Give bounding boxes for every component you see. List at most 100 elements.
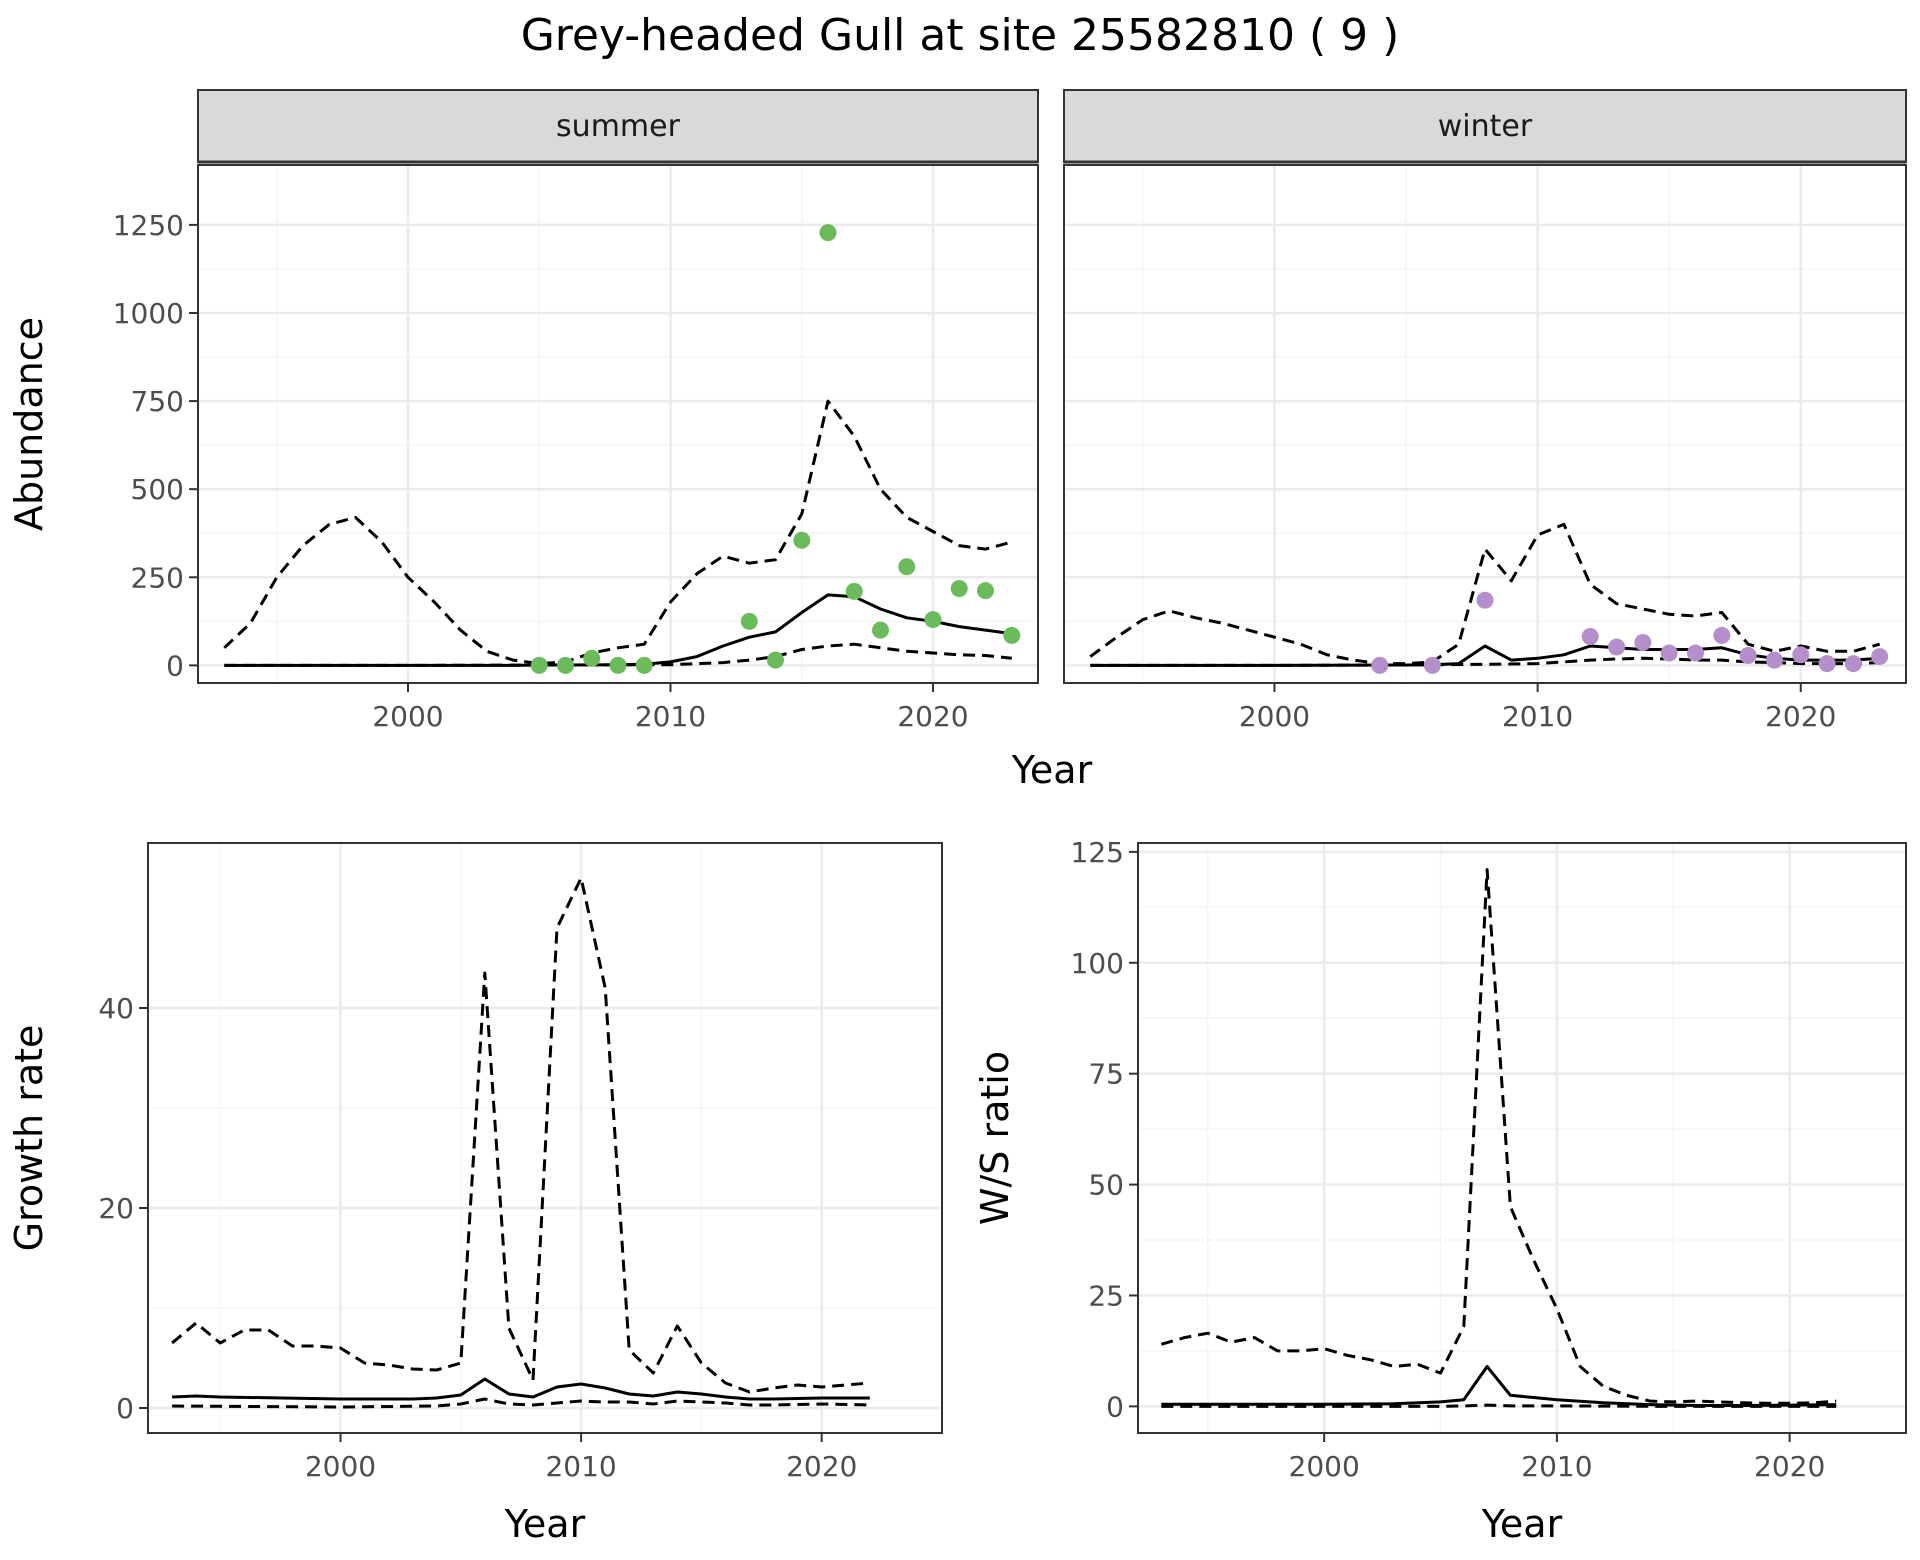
data-point [1423,656,1441,674]
y-tick-label: 40 [98,992,134,1025]
y-tick-label: 1000 [113,297,184,330]
data-point [530,656,548,674]
series-line-lower [1090,656,1880,667]
y-tick-label: 20 [98,1192,134,1225]
data-point [1765,651,1783,669]
data-point [1371,656,1389,674]
shared-x-axis-title: Year [1011,748,1093,792]
panel-background [148,843,942,1433]
series-layer [171,876,870,1409]
data-point [767,651,784,669]
y-tick-label: 0 [116,1392,134,1425]
y-axis-title: Growth rate [7,1025,51,1252]
data-point [1871,648,1889,666]
x-tick-label: 2000 [1239,700,1310,733]
panel-background [1138,843,1906,1433]
y-tick-label: 250 [131,561,184,594]
series-line-upper [1089,522,1881,666]
series-line-estimate [172,1377,870,1401]
series-line-upper [1160,868,1837,1405]
y-tick-label: 75 [1088,1058,1124,1091]
series-line-lower [1161,1403,1837,1408]
x-tick-label: 2020 [1754,1450,1825,1483]
data-point [1634,633,1652,651]
y-tick-label: 125 [1071,836,1124,869]
panel-border [147,842,943,1434]
y-axis-title: W/S ratio [973,1051,1017,1225]
data-point [1581,627,1599,645]
data-point [872,621,889,639]
y-axis-title: Abundance [7,317,51,531]
figure-title: Grey-headed Gull at site 25582810 ( 9 ) [521,10,1400,61]
data-point [557,656,574,674]
y-tick-label: 500 [131,473,184,506]
data-point [1792,646,1810,664]
data-point [635,656,653,674]
series-line-upper [171,876,870,1394]
series-line-upper [223,399,1013,666]
data-point [950,580,968,598]
y-tick-label: 25 [1088,1279,1124,1312]
data-point [1687,644,1704,662]
y-tick-label: 50 [1088,1169,1124,1202]
abundance-winter-panel: winter 2000 2010 2020 [1063,89,1907,733]
x-axis-title: Year [504,1502,586,1546]
data-point [793,531,811,549]
panel-border [1063,164,1907,684]
x-axis-title: Year [1481,1502,1563,1546]
series-layer [1160,868,1837,1408]
data-point [740,612,758,630]
x-tick-label: 2010 [1521,1450,1592,1483]
data-point [819,224,837,242]
facet-strip [1063,89,1907,163]
series-line-lower [224,642,1012,667]
data-point [1476,591,1494,609]
data-point [1844,655,1862,673]
panel-border [1137,842,1907,1434]
series-line-estimate [224,593,1013,667]
data-point [1608,638,1626,656]
ws-ratio-panel: 0 25 50 75 100 125 2000 2010 2020 W/S ratio Year [973,836,1907,1546]
gridlines [198,165,1038,683]
abundance-summer-panel: summer 0 250 500 750 1000 1250 2000 2010 2020 Abun… [7,89,1039,733]
facet-label: summer [556,109,681,144]
series-layer [223,224,1021,674]
x-tick-label: 2000 [305,1450,376,1483]
data-point [1003,626,1021,644]
x-tick-label: 2020 [897,700,968,733]
gridlines [1138,843,1906,1433]
y-tick-label: 1250 [113,209,184,242]
data-point [583,649,601,667]
data-point [924,611,942,629]
y-tick-label: 0 [1106,1390,1124,1423]
data-point [1739,647,1757,665]
gridlines [148,843,942,1433]
facet-strip [197,89,1039,163]
x-tick-label: 2000 [372,700,443,733]
panel-background [198,165,1038,683]
facet-label: winter [1438,109,1533,144]
gridlines [1064,165,1906,683]
y-tick-label: 0 [166,649,184,682]
y-tick-label: 750 [131,385,184,418]
data-point [977,582,994,600]
y-tick-label: 100 [1071,947,1124,980]
x-tick-label: 2010 [545,1450,616,1483]
growth-rate-panel: 0 20 40 2000 2010 2020 Growth rate Year [7,842,943,1546]
data-point [1818,655,1836,673]
x-tick-label: 2020 [1765,700,1836,733]
x-tick-label: 2010 [1502,700,1573,733]
series-line-lower [172,1397,870,1409]
x-tick-label: 2000 [1289,1450,1360,1483]
data-point [1660,644,1678,662]
data-point [898,558,916,576]
data-point [1713,626,1731,644]
x-tick-label: 2020 [786,1450,857,1483]
x-tick-label: 2010 [635,700,706,733]
panel-border [197,164,1039,684]
series-layer [1089,522,1889,674]
data-point [609,656,627,674]
data-point [845,582,863,600]
